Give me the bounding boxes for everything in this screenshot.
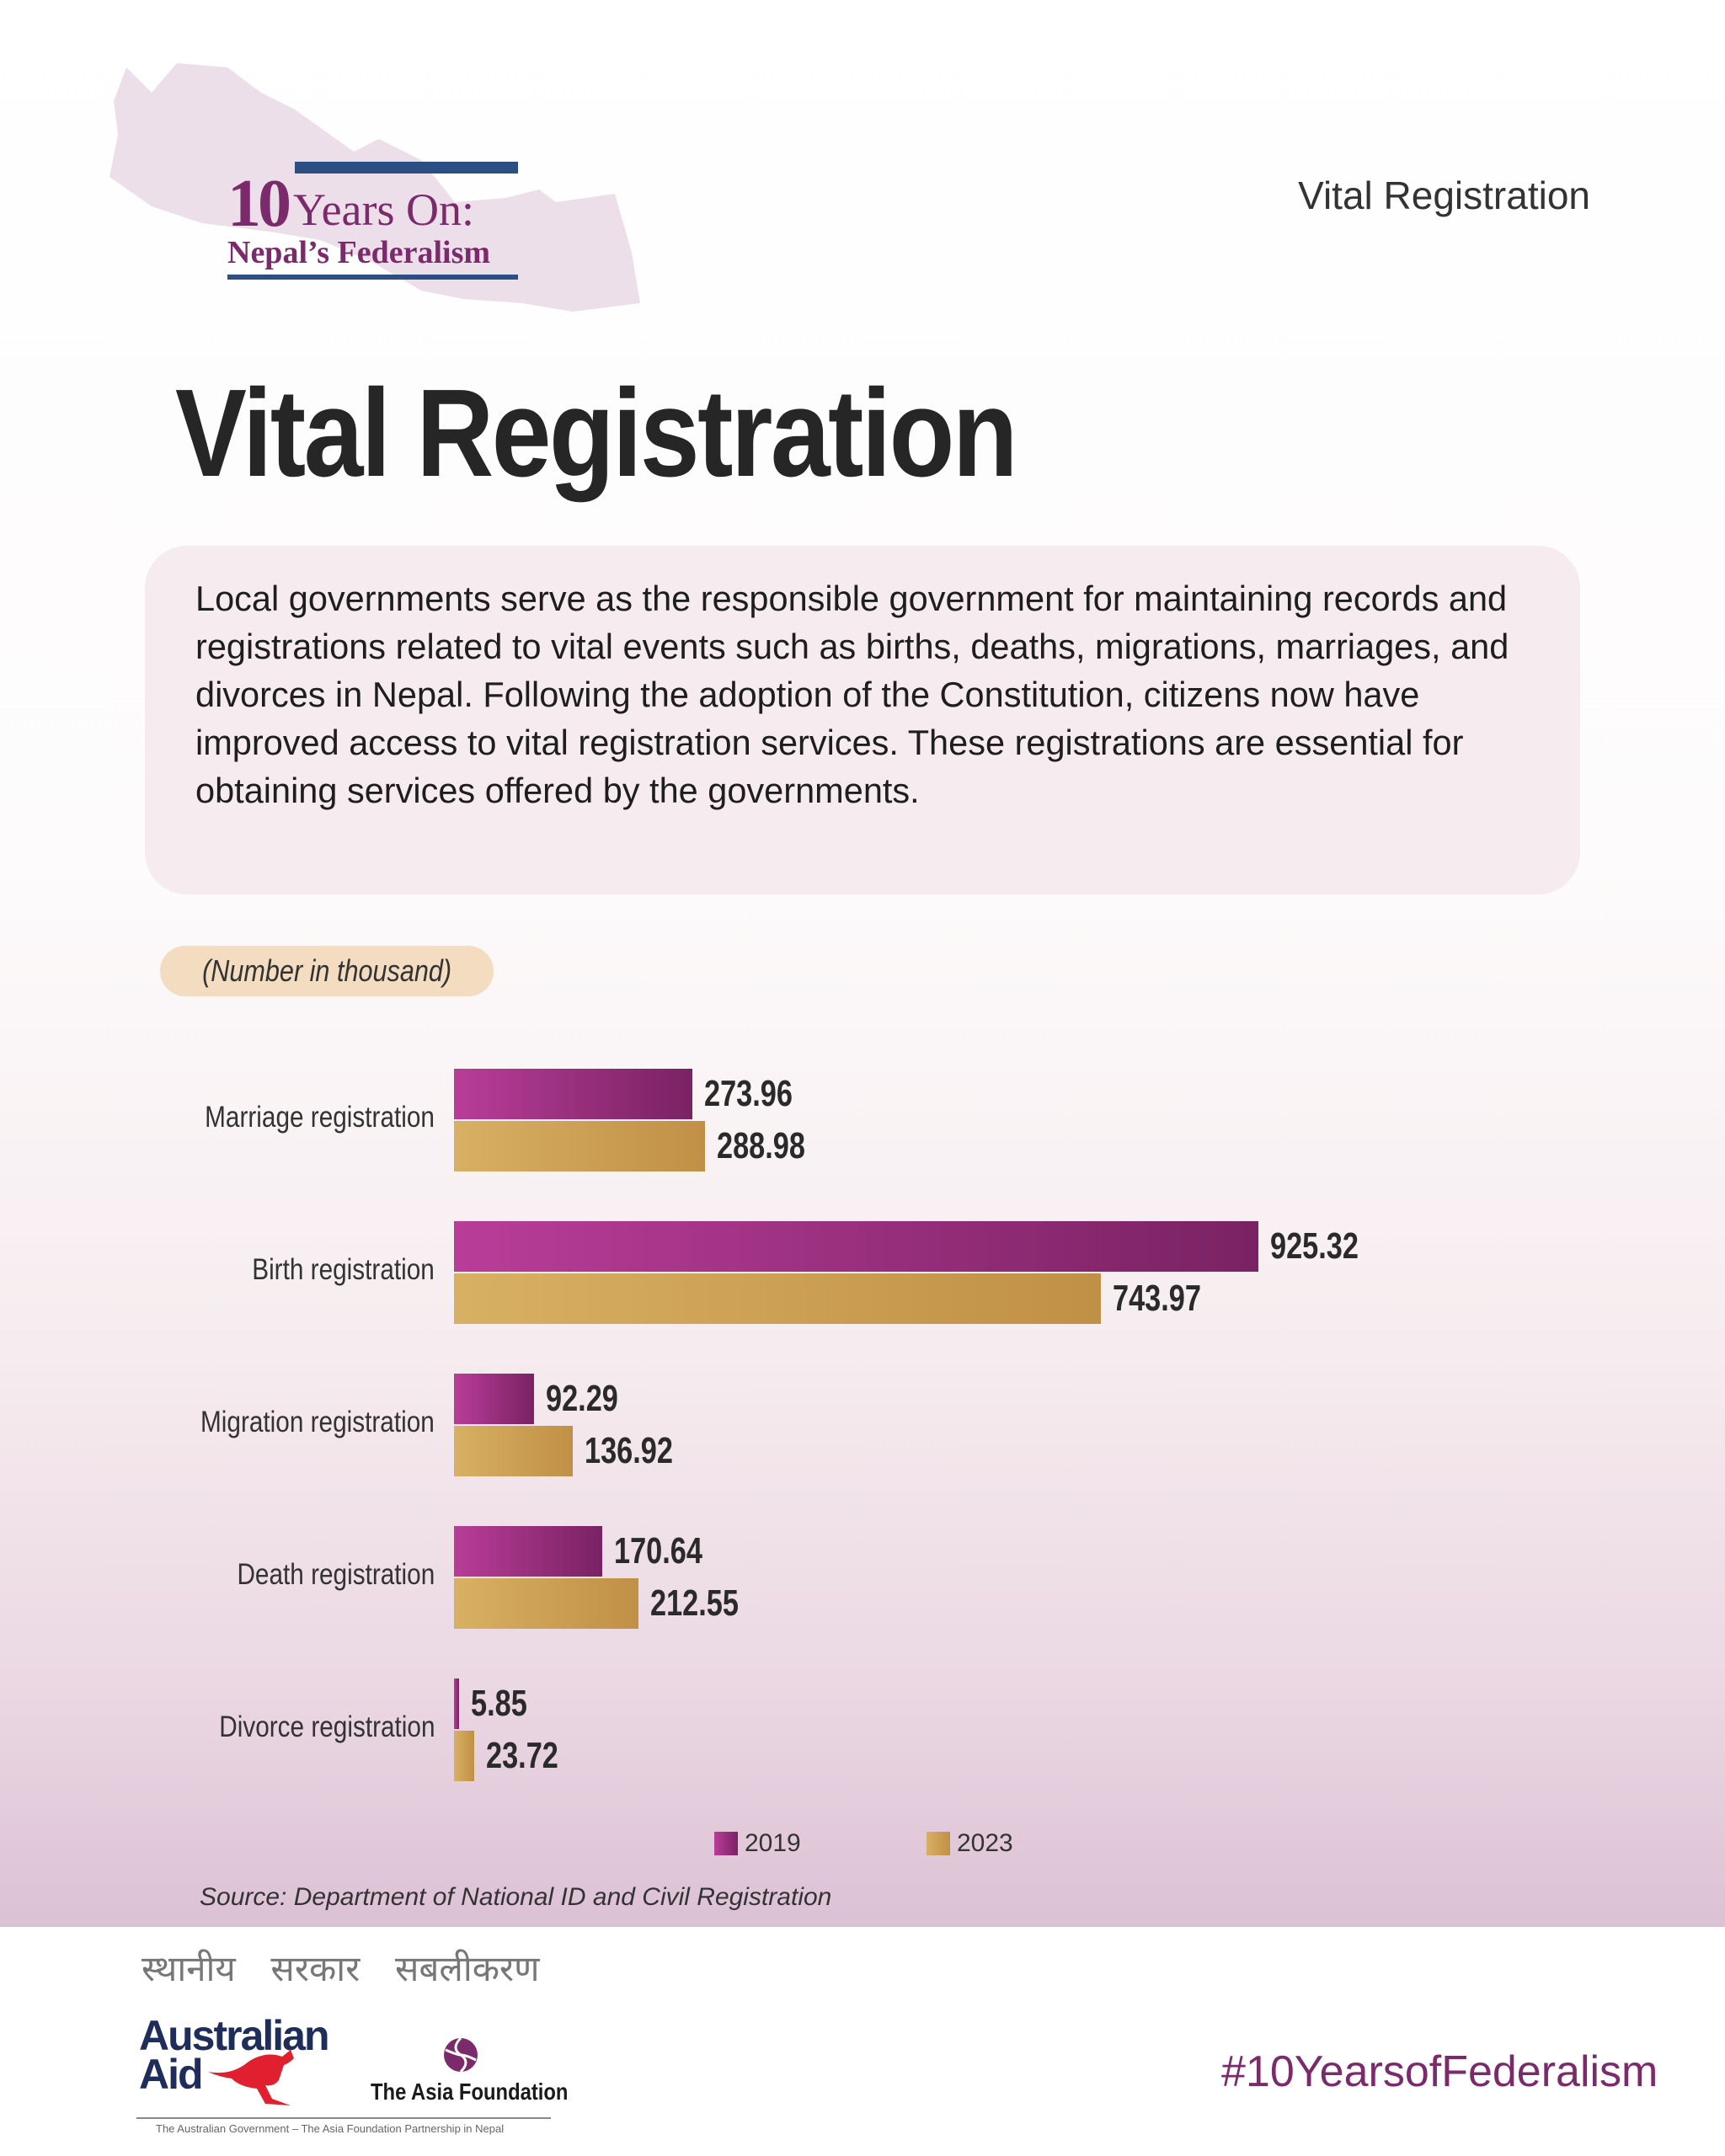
bar-2019 [454, 1069, 692, 1119]
category-label: Divorce registration [218, 1710, 435, 1743]
legend-item-2019: 2019 [714, 1829, 801, 1858]
value-label-2019: 5.85 [471, 1683, 527, 1724]
bar-2019 [454, 1526, 603, 1577]
legend-label-2023: 2023 [957, 1829, 1013, 1857]
asia-foundation-mark-icon [444, 2036, 478, 2073]
unit-note: (Number in thousand) [202, 953, 451, 988]
source-note: Source: Department of National ID and Ci… [200, 1883, 832, 1911]
nepali-tagline: स्थानीय सरकार सबलीकरण [142, 1949, 540, 1988]
page-title: Vital Registration [175, 364, 1018, 503]
logo-number: 10 [227, 167, 291, 241]
logo-line2: Nepal’s Federalism [227, 235, 491, 270]
bar-2023 [454, 1426, 574, 1476]
category-label: Death registration [237, 1558, 435, 1591]
value-label-2019: 273.96 [703, 1073, 793, 1114]
bar-2023 [454, 1731, 475, 1781]
value-label-2023: 136.92 [585, 1430, 674, 1471]
bar-2023 [454, 1578, 639, 1629]
aus-aid-line1: Australian [139, 2012, 330, 2059]
category-label: Migration registration [200, 1406, 435, 1438]
hashtag: #10YearsofFederalism [1221, 2047, 1658, 2096]
legend-swatch-2019 [714, 1832, 738, 1855]
bar-2023 [454, 1273, 1101, 1324]
bar-2019 [454, 1678, 460, 1729]
section-label: Vital Registration [1298, 173, 1590, 217]
asia-foundation-name: The Asia Foundation [371, 2079, 569, 2105]
bar-2019 [454, 1221, 1258, 1272]
bar-2019 [454, 1374, 535, 1424]
category-label: Marriage registration [205, 1101, 435, 1134]
logo-line1: Years On: [293, 184, 475, 235]
unit-note-pill: (Number in thousand) [160, 946, 494, 996]
nepal-map-icon [109, 63, 640, 312]
value-label-2023: 288.98 [717, 1125, 806, 1166]
value-label-2019: 925.32 [1269, 1225, 1359, 1267]
bar-2023 [454, 1121, 706, 1171]
description-box: Local governments serve as the responsib… [145, 546, 1580, 894]
legend-item-2023: 2023 [927, 1829, 1013, 1858]
footer-divider [136, 2117, 551, 2119]
value-label-2023: 743.97 [1112, 1278, 1201, 1319]
category-label: Birth registration [252, 1253, 435, 1286]
australian-aid-logo: Australian Aid [139, 2012, 330, 2098]
legend-swatch-2023 [927, 1832, 950, 1855]
value-label-2019: 92.29 [546, 1378, 619, 1419]
value-label-2023: 23.72 [486, 1735, 559, 1776]
legend-label-2019: 2019 [745, 1829, 801, 1857]
value-label-2023: 212.55 [650, 1582, 740, 1624]
aus-aid-line2: Aid [139, 2051, 204, 2098]
partnership-note: The Australian Government – The Asia Fou… [156, 2122, 505, 2135]
value-label-2019: 170.64 [614, 1530, 703, 1572]
kangaroo-icon [208, 2050, 294, 2105]
ten-years-logo: 10 Years On: Nepal’s Federalism [227, 162, 518, 280]
description-text: Local governments serve as the responsib… [195, 579, 1509, 810]
